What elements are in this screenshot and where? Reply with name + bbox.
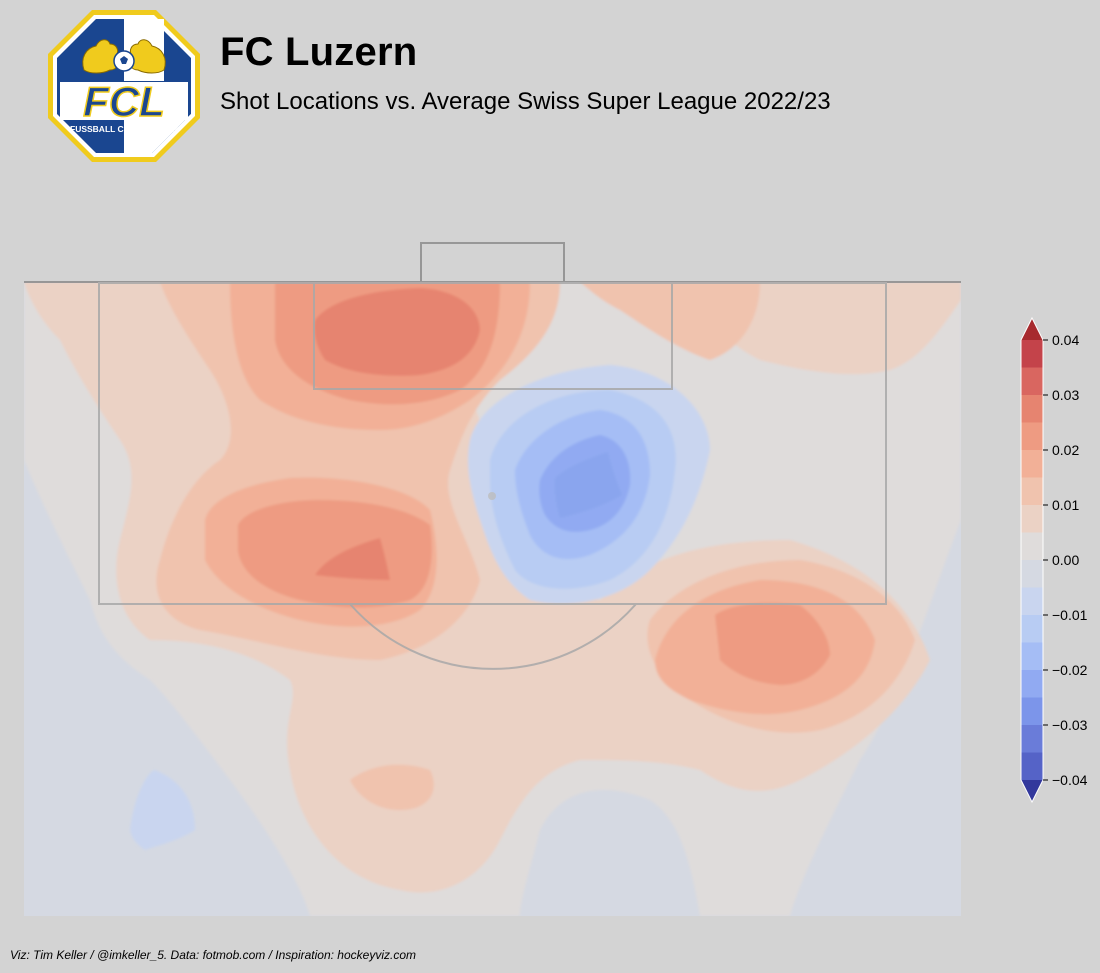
goal xyxy=(420,242,565,283)
colorbar-tick-label: 0.01 xyxy=(1052,497,1079,513)
colorbar-level-5 xyxy=(1021,477,1043,505)
pitch-heatmap xyxy=(24,242,961,916)
colorbar-tick-label: −0.02 xyxy=(1052,662,1088,678)
chart-title: FC Luzern xyxy=(220,30,418,74)
colorbar-tick-label: 0.03 xyxy=(1052,387,1079,403)
colorbar-level-2 xyxy=(1021,395,1043,423)
contour-neg-5 xyxy=(554,452,622,518)
chart-subtitle: Shot Locations vs. Average Swiss Super L… xyxy=(220,88,831,115)
colorbar-tick-label: −0.01 xyxy=(1052,607,1088,623)
credit-text: Viz: Tim Keller / @imkeller_5. Data: fot… xyxy=(10,948,416,962)
crest-ring-text: FUSSBALL CLUB LUZERN xyxy=(70,124,178,134)
colorbar-tick-label: −0.03 xyxy=(1052,717,1088,733)
colorbar-level-1 xyxy=(1021,367,1043,395)
colorbar-tick-label: 0.04 xyxy=(1052,332,1079,348)
crest-white-quarter-bottom xyxy=(124,114,191,153)
colorbar-level-14 xyxy=(1021,725,1043,753)
contour-pos-4 xyxy=(238,282,830,685)
pitch-markings xyxy=(24,242,961,670)
colorbar-tick-label: 0.02 xyxy=(1052,442,1079,458)
colorbar-level-8 xyxy=(1021,560,1043,588)
colorbar-tick-label: −0.04 xyxy=(1052,772,1088,788)
lion-left-icon xyxy=(82,39,119,74)
colorbar-level-11 xyxy=(1021,642,1043,670)
contour-pos-5 xyxy=(314,288,480,580)
penalty-spot xyxy=(488,492,496,500)
colorbar-level-3 xyxy=(1021,422,1043,450)
colorbar-level-13 xyxy=(1021,697,1043,725)
colorbar-extend-min xyxy=(1021,780,1043,802)
six-yard-box xyxy=(313,282,673,390)
football-patch-icon xyxy=(120,56,128,64)
colorbar-level-0 xyxy=(1021,340,1043,368)
penalty-arc xyxy=(349,603,637,670)
club-logo: FCL FUSSBALL CLUB LUZERN xyxy=(48,10,200,162)
colorbar-level-12 xyxy=(1021,670,1043,698)
colorbar-level-9 xyxy=(1021,587,1043,615)
lion-right-icon xyxy=(129,39,166,74)
colorbar-level-7 xyxy=(1021,532,1043,560)
colorbar-extend-max xyxy=(1021,318,1043,340)
crest-main-text: FCL xyxy=(83,78,165,125)
colorbar-tick-label: 0.00 xyxy=(1052,552,1079,568)
colorbar-level-15 xyxy=(1021,752,1043,780)
colorbar-level-4 xyxy=(1021,450,1043,478)
colorbar-level-6 xyxy=(1021,505,1043,533)
colorbar: 0.04 0.03 0.02 0.01 0.00 −0.01 −0.02 −0.03 −0.04 xyxy=(1020,316,1088,804)
colorbar-level-10 xyxy=(1021,615,1043,643)
crest-banner xyxy=(60,82,188,120)
